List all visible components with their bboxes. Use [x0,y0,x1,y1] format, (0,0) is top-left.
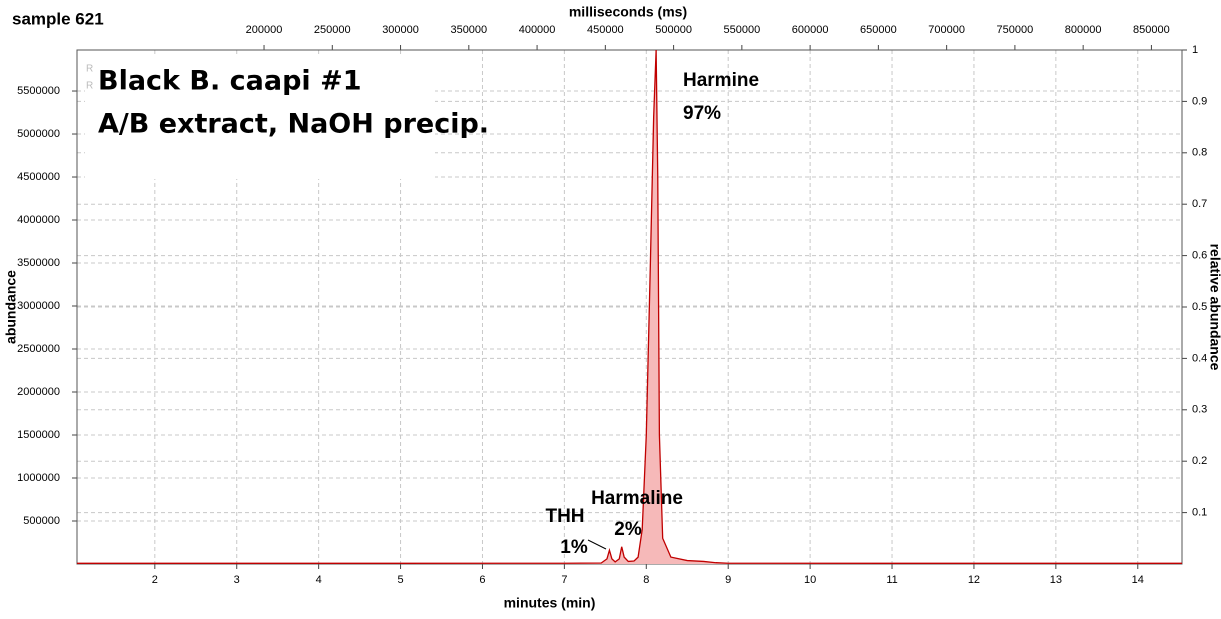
x-tick-label: 2 [152,574,158,586]
y2-tick-label: 0.7 [1192,198,1207,210]
x2-tick-label: 650000 [860,24,897,36]
y2-axis-label: relative abundance [1207,244,1221,371]
pointer [587,539,607,550]
y-tick-label: 1500000 [17,429,60,441]
annotation-value: 97% [683,103,721,124]
y-tick-label: 3000000 [17,300,60,312]
y2-tick-label: 0.4 [1192,352,1207,364]
x-tick-label: 12 [968,574,980,586]
chart-subtitle: A/B extract, NaOH precip. [98,109,489,140]
x2-tick-label: 200000 [246,24,283,36]
marker-text: R [86,81,93,92]
y-tick-label: 3500000 [17,257,60,269]
annotation: THH [545,506,584,527]
y-tick-label: 5000000 [17,128,60,140]
x2-tick-label: 500000 [655,24,692,36]
chart-title: Black B. caapi #1 [98,66,362,97]
x-axis-label: minutes (min) [504,595,596,611]
x-tick-label: 7 [561,574,567,586]
title-box [85,57,435,179]
x-tick-label: 10 [804,574,816,586]
x2-tick-label: 300000 [382,24,419,36]
x-tick-label: 5 [397,574,403,586]
y2-tick-label: 0.1 [1192,507,1207,519]
x2-axis-label: milliseconds (ms) [569,4,687,20]
x-tick-label: 6 [479,574,485,586]
x-tick-label: 8 [643,574,649,586]
y-tick-label: 1000000 [17,472,60,484]
x-tick-label: 14 [1132,574,1144,586]
y2-tick-label: 0.9 [1192,95,1207,107]
x2-tick-label: 550000 [723,24,760,36]
x2-tick-label: 400000 [519,24,556,36]
y-tick-label: 4500000 [17,171,60,183]
x-tick-label: 13 [1050,574,1062,586]
y2-tick-label: 0.5 [1192,301,1207,313]
y2-tick-label: 0.8 [1192,147,1207,159]
x-tick-label: 4 [316,574,322,586]
x2-tick-label: 700000 [928,24,965,36]
x2-tick-label: 850000 [1133,24,1170,36]
x2-tick-label: 250000 [314,24,351,36]
y2-tick-label: 0.6 [1192,250,1207,262]
x-tick-label: 11 [886,574,897,586]
y-tick-label: 500000 [23,515,60,527]
y-tick-label: 2000000 [17,386,60,398]
x2-tick-label: 800000 [1065,24,1102,36]
marker-text: R [86,64,93,75]
y-tick-label: 5500000 [17,85,60,97]
x-tick-label: 3 [234,574,240,586]
x-tick-label: 9 [725,574,731,586]
x2-tick-label: 750000 [997,24,1034,36]
annotation-value: 2% [614,519,642,540]
sample-label: sample 621 [12,9,104,28]
annotation: Harmine [683,70,759,91]
annotation-value: 1% [560,537,588,558]
y2-tick-label: 1 [1192,44,1198,56]
y2-tick-label: 0.3 [1192,404,1207,416]
x2-tick-label: 600000 [792,24,829,36]
y-axis-label: abundance [3,270,19,344]
y2-tick-label: 0.2 [1192,455,1207,467]
line [77,49,1182,564]
x2-tick-label: 450000 [587,24,624,36]
x2-tick-label: 350000 [450,24,487,36]
annotation: Harmaline [591,488,683,509]
y-tick-label: 2500000 [17,343,60,355]
y-tick-label: 4000000 [17,214,60,226]
